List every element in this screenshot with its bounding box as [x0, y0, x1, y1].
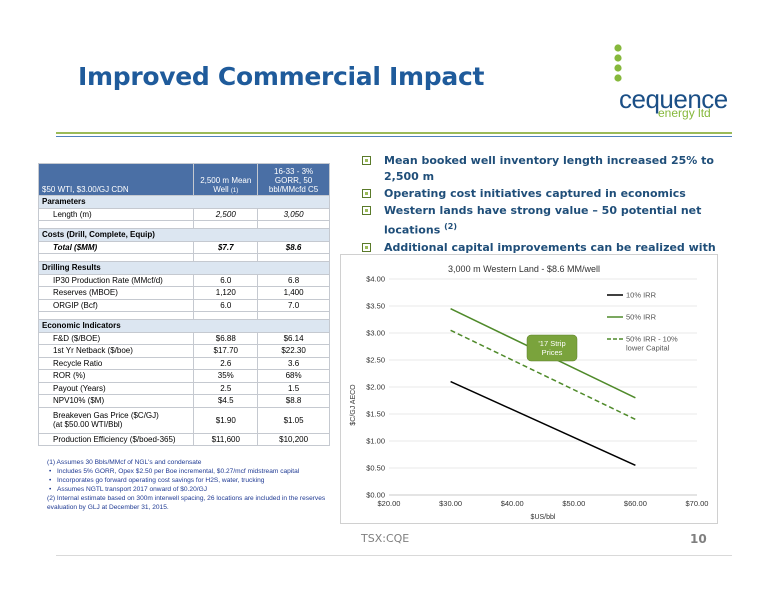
chart-canvas: 3,000 m Western Land - $8.6 MM/well $C/G…	[350, 264, 709, 521]
y-tick-label: $3.00	[366, 329, 385, 338]
table-row-spacer	[37, 311, 330, 320]
chart-title: 3,000 m Western Land - $8.6 MM/well	[448, 264, 600, 274]
logo-subtext: energy ltd	[658, 106, 711, 120]
y-tick-label: $1.00	[366, 437, 385, 446]
x-tick-label: $50.00	[562, 499, 585, 508]
footnote-bullet: Includes 5% GORR, Opex $2.50 per Boe inc…	[47, 467, 337, 476]
table-row: ROR (%) 35% 68%	[37, 369, 330, 383]
y-tick-label: $4.00	[366, 275, 385, 284]
legend-label: 50% IRR - 10% lower Capital	[626, 335, 678, 353]
table-header-row: $50 WTI, $3.00/GJ CDN 2,500 m Mean Well …	[37, 163, 330, 196]
table-row: IP30 Production Rate (MMcf/d) 6.0 6.8	[37, 273, 330, 287]
table-row: Production Efficiency ($/boed-365) $11,60…	[37, 432, 330, 446]
y-tick-label: $2.50	[366, 356, 385, 365]
table-row: Payout (Years) 2.5 1.5	[37, 381, 330, 395]
annotation-label: '17 Strip Prices	[538, 339, 565, 357]
legend-label: 50% IRR	[626, 313, 657, 322]
table-row: Reserves (MBOE) 1,120 1,400	[37, 286, 330, 300]
y-tick-label: $3.50	[366, 302, 385, 311]
table-row: ORGIP (Bcf) 6.0 7.0	[37, 298, 330, 312]
key-point: Operating cost initiatives captured in e…	[362, 186, 732, 202]
table-section: Economic Indicators	[38, 319, 330, 333]
table-header-label: $50 WTI, $3.00/GJ CDN	[37, 163, 195, 196]
footnote-1: (1) Assumes 30 Bbls/MMcf of NGL's and co…	[47, 459, 202, 466]
x-tick-label: $60.00	[624, 499, 647, 508]
ticker-symbol: TSX:CQE	[361, 532, 410, 545]
company-logo-icon	[614, 44, 622, 82]
table-row: 1st Yr Netback ($/boe) $17.70 $22.30	[37, 344, 330, 358]
checkbox-bullet-icon	[362, 206, 371, 215]
chart-ylabel: $C/GJ AECO	[350, 384, 357, 426]
x-tick-label: $70.00	[686, 499, 709, 508]
logo-text: cequence	[619, 84, 728, 114]
header-divider	[56, 132, 732, 134]
series-line	[450, 380, 636, 466]
footnote-2: (2) Internal estimate based on 300m inte…	[47, 495, 326, 511]
x-tick-label: $20.00	[378, 499, 401, 508]
table-row: Length (m) 2,500 3,050	[37, 207, 330, 221]
x-tick-label: $30.00	[439, 499, 462, 508]
footnote-bullet: Assumes NGTL transport 2017 onward of $0…	[47, 485, 337, 494]
table-row: Total ($MM) $7.7 $8.6	[37, 240, 330, 254]
table-row: Breakeven Gas Price ($C/GJ) (at $50.00 WT…	[37, 406, 330, 434]
table-section: Parameters	[38, 195, 330, 209]
checkbox-bullet-icon	[362, 156, 371, 165]
y-tick-label: $2.00	[366, 383, 385, 392]
key-point: Western lands have strong value – 50 pot…	[362, 203, 732, 239]
table-section: Drilling Results	[38, 261, 330, 275]
footer-divider	[56, 555, 732, 556]
table-row: NPV10% ($M) $4.5 $8.8	[37, 394, 330, 408]
checkbox-bullet-icon	[362, 189, 371, 198]
footnotes: (1) Assumes 30 Bbls/MMcf of NGL's and co…	[47, 458, 337, 512]
breakeven-chart: 3,000 m Western Land - $8.6 MM/well $C/G…	[340, 254, 718, 524]
y-tick-label: $0.00	[366, 491, 385, 500]
chart-xlabel: $US/bbl	[531, 514, 556, 521]
checkbox-bullet-icon	[362, 242, 371, 252]
header-divider-thin	[56, 136, 732, 137]
annotation-box	[526, 334, 578, 362]
legend-label: 10% IRR	[626, 291, 657, 300]
slide-title: Improved Commercial Impact	[78, 62, 485, 91]
table-row: Recycle Ratio 2.6 3.6	[37, 356, 330, 370]
table-header-col1: 2,500 m Mean Well (1)	[193, 163, 259, 196]
page-number: 10	[690, 532, 707, 546]
x-tick-label: $40.00	[501, 499, 524, 508]
key-point: Mean booked well inventory length increa…	[362, 153, 732, 185]
table-row-spacer	[37, 253, 330, 262]
table-section: Costs (Drill, Complete, Equip)	[38, 228, 330, 242]
y-tick-label: $0.50	[366, 464, 385, 473]
table-row: F&D ($/BOE) $6.88 $6.14	[37, 331, 330, 345]
series-line	[450, 329, 636, 421]
y-tick-label: $1.50	[366, 410, 385, 419]
table-row-spacer	[37, 220, 330, 229]
footnote-bullet: Incorporates go forward operating cost s…	[47, 476, 337, 485]
table-header-col2: 16-33 - 3% GORR, 50 bbl/MMcfd C5	[257, 163, 330, 196]
economics-table: $50 WTI, $3.00/GJ CDN 2,500 m Mean Well …	[37, 163, 330, 446]
